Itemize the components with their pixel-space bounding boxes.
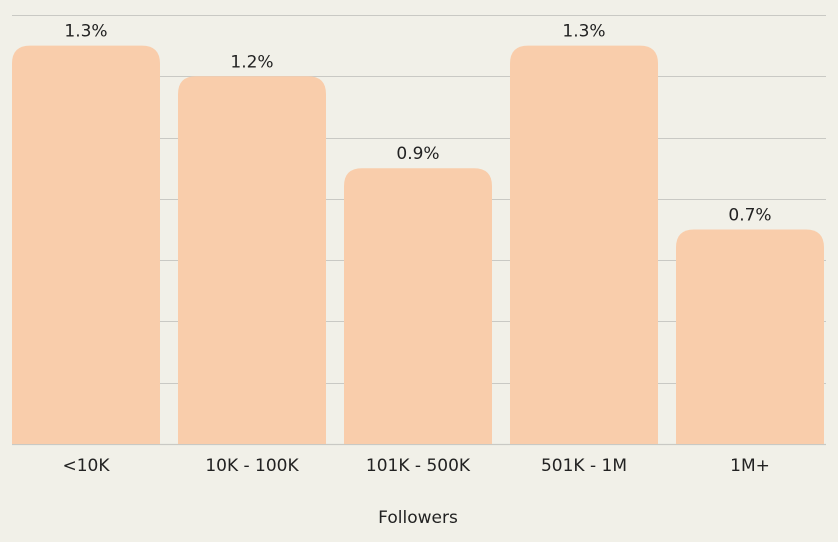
- bar-5: [676, 229, 824, 444]
- value-label-3: 0.9%: [396, 144, 439, 164]
- value-labels: 1.3% 1.2% 0.9% 1.3% 0.7%: [64, 22, 771, 226]
- value-label-4: 1.3%: [562, 22, 605, 42]
- bar-1: [12, 45, 160, 445]
- bars: [12, 45, 824, 445]
- x-tick-label-4: 501K - 1M: [541, 456, 627, 476]
- x-axis-title: Followers: [378, 508, 458, 528]
- x-tick-labels: <10K 10K - 100K 101K - 500K 501K - 1M 1M+: [62, 456, 769, 476]
- x-tick-label-2: 10K - 100K: [205, 456, 299, 476]
- x-tick-label-5: 1M+: [730, 456, 770, 476]
- x-tick-label-3: 101K - 500K: [366, 456, 471, 476]
- x-tick-label-1: <10K: [62, 456, 110, 476]
- value-label-1: 1.3%: [64, 22, 107, 42]
- bar-2: [178, 76, 326, 445]
- bar-3: [344, 168, 492, 444]
- value-label-5: 0.7%: [728, 206, 771, 226]
- bar-4: [510, 45, 658, 445]
- value-label-2: 1.2%: [230, 52, 273, 72]
